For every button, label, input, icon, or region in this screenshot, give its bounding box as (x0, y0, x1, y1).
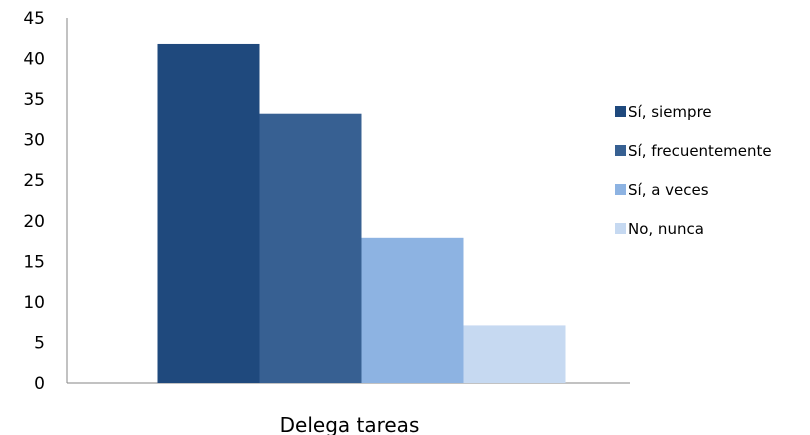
bar-series-2 (361, 237, 464, 383)
y-tick-label: 20 (23, 212, 45, 232)
legend-label: Sí, frecuentemente (628, 142, 772, 160)
legend-item: Sí, frecuentemente (615, 142, 772, 160)
bars (157, 43, 566, 383)
legend-swatch (615, 223, 626, 234)
legend-swatch (615, 106, 626, 117)
legend-swatch (615, 145, 626, 156)
y-tick-label: 30 (23, 131, 45, 151)
bar-series-1 (259, 113, 362, 383)
y-tick-label: 5 (34, 333, 45, 353)
y-tick-label: 0 (34, 374, 45, 394)
y-tick-label: 10 (23, 293, 45, 313)
legend: Sí, siempre Sí, frecuentemente Sí, a veces… (615, 103, 772, 238)
y-tick-label: 15 (23, 252, 45, 272)
x-category-label: Delega tareas (280, 413, 420, 435)
legend-item: No, nunca (615, 220, 704, 238)
y-tick-label: 35 (23, 90, 45, 110)
legend-label: No, nunca (628, 220, 704, 238)
bar-series-3 (463, 325, 566, 383)
legend-label: Sí, a veces (628, 181, 709, 199)
legend-label: Sí, siempre (628, 103, 712, 121)
bar-series-0 (157, 43, 260, 383)
y-tick-label: 25 (23, 171, 45, 191)
x-axis-labels: Delega tareas (280, 413, 420, 435)
legend-swatch (615, 184, 626, 195)
legend-item: Sí, a veces (615, 181, 709, 199)
legend-item: Sí, siempre (615, 103, 712, 121)
y-tick-label: 45 (23, 9, 45, 29)
y-axis-ticks: 0 5 10 15 20 25 30 35 40 45 (23, 9, 45, 394)
y-tick-label: 40 (23, 50, 45, 70)
